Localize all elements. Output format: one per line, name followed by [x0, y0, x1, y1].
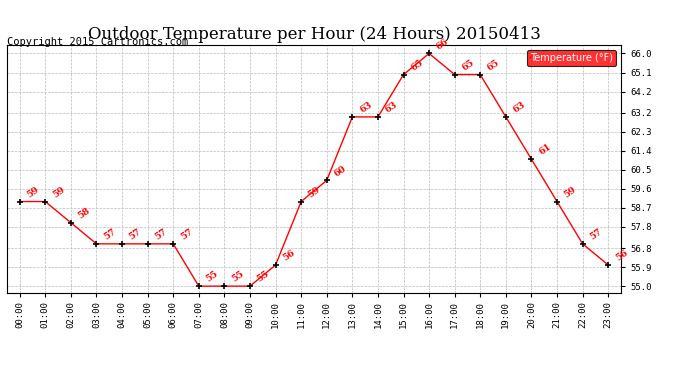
Legend: Temperature (°F): Temperature (°F) — [527, 50, 616, 66]
Text: 60: 60 — [333, 164, 348, 178]
Text: 57: 57 — [588, 227, 604, 242]
Text: 59: 59 — [26, 185, 41, 200]
Text: 58: 58 — [77, 206, 92, 220]
Text: 59: 59 — [51, 185, 66, 200]
Text: 65: 65 — [486, 58, 502, 72]
Text: 65: 65 — [409, 58, 424, 72]
Title: Outdoor Temperature per Hour (24 Hours) 20150413: Outdoor Temperature per Hour (24 Hours) … — [88, 27, 540, 44]
Text: 59: 59 — [307, 185, 322, 200]
Text: 55: 55 — [230, 270, 246, 284]
Text: 59: 59 — [562, 185, 578, 200]
Text: 55: 55 — [255, 270, 271, 284]
Text: 63: 63 — [384, 100, 399, 115]
Text: 63: 63 — [358, 100, 373, 115]
Text: 57: 57 — [102, 227, 117, 242]
Text: 55: 55 — [204, 270, 219, 284]
Text: Copyright 2015 Cartronics.com: Copyright 2015 Cartronics.com — [7, 37, 188, 47]
Text: 65: 65 — [460, 58, 475, 72]
Text: 57: 57 — [179, 227, 194, 242]
Text: 57: 57 — [128, 227, 143, 242]
Text: 61: 61 — [537, 142, 553, 157]
Text: 56: 56 — [281, 248, 297, 263]
Text: 56: 56 — [614, 248, 629, 263]
Text: 63: 63 — [511, 100, 527, 115]
Text: 57: 57 — [153, 227, 168, 242]
Text: 66: 66 — [435, 37, 451, 51]
